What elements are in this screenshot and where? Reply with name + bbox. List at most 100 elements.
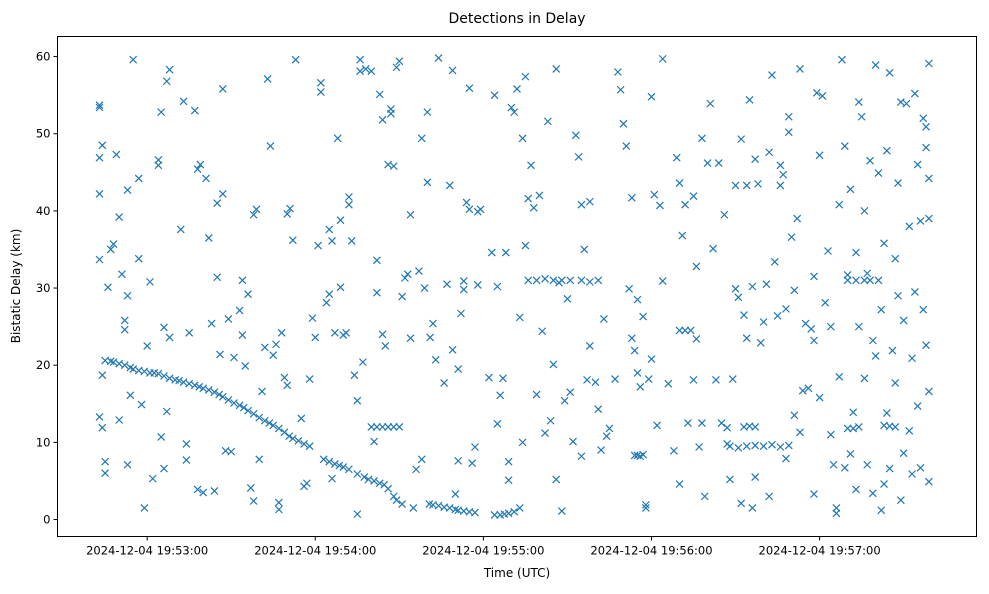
data-point [751,423,760,431]
data-point [501,248,510,257]
data-point [218,85,227,93]
data-points [95,54,933,519]
data-point [524,194,533,203]
data-point [784,112,793,121]
data-point [717,419,726,427]
data-point [591,378,600,387]
data-point [249,497,258,505]
data-point [891,254,900,263]
data-point [681,326,690,335]
data-point [905,426,914,435]
data-point [919,305,928,314]
data-point [356,67,365,76]
data-point [790,286,799,295]
data-point [249,409,258,418]
data-point [451,505,460,514]
data-point [549,276,558,285]
data-point [384,423,393,431]
data-point [95,101,104,110]
data-point [852,276,860,285]
data-point [305,375,314,384]
data-point [507,103,516,112]
data-point [280,373,289,382]
data-point [241,362,250,370]
data-point [580,245,589,254]
data-point [515,313,524,322]
data-point [465,84,474,93]
data-point [285,432,294,441]
data-point [182,456,191,465]
data-point [756,338,765,347]
data-point [622,142,631,150]
data-point [513,85,521,93]
y-tick-label: 50 [36,127,51,141]
data-point [672,153,681,162]
data-point [224,314,233,323]
data-point [269,351,278,360]
data-point [504,476,513,485]
x-tick-label: 2024-12-04 19:55:00 [422,544,544,558]
data-point [280,428,289,437]
data-point [709,244,718,253]
data-point [765,148,774,157]
data-point [451,490,460,498]
data-point [353,470,362,478]
data-point [683,419,692,427]
data-point [367,67,376,76]
data-point [392,496,401,505]
data-point [415,267,423,275]
data-point [891,423,900,431]
data-point [734,443,743,452]
data-point [535,191,544,200]
data-point [602,432,611,441]
data-point [768,440,776,449]
data-point [367,423,376,431]
data-point [515,504,524,512]
data-point [866,276,874,285]
data-point [347,237,356,245]
data-point [824,247,832,255]
data-point [692,335,701,343]
data-point [697,134,706,143]
x-axis-label: Time (UTC) [483,566,550,580]
data-point [448,345,457,354]
data-point [641,504,650,512]
data-point [653,421,662,430]
x-tick-label: 2024-12-04 19:57:00 [759,544,881,558]
data-point [908,470,916,478]
data-point [468,459,477,468]
y-tick-label: 20 [36,358,51,372]
data-point [115,213,124,221]
plot-frame [57,36,977,537]
data-point [784,128,793,137]
data-point [695,443,704,451]
y-tick-label: 0 [43,513,50,527]
data-point [440,379,449,387]
chart-title: Detections in Delay [448,11,585,27]
data-point [244,290,252,299]
data-point [510,108,519,117]
data-point [924,59,933,68]
data-point [179,378,188,387]
data-point [552,64,561,73]
data-point [728,375,737,384]
data-point [737,135,746,144]
data-point [703,159,712,167]
data-point [866,156,874,165]
data-point [896,98,905,107]
data-point [675,480,684,488]
data-point [165,65,174,74]
data-point [529,203,538,212]
data-point [207,319,216,328]
data-point [294,436,303,445]
data-point [804,384,813,393]
y-tick-label: 40 [36,204,51,218]
data-point [384,160,393,169]
data-point [98,423,107,432]
data-point [277,328,286,337]
data-point [740,311,748,319]
data-point [826,430,835,439]
data-point [176,225,185,234]
data-point [860,276,869,285]
